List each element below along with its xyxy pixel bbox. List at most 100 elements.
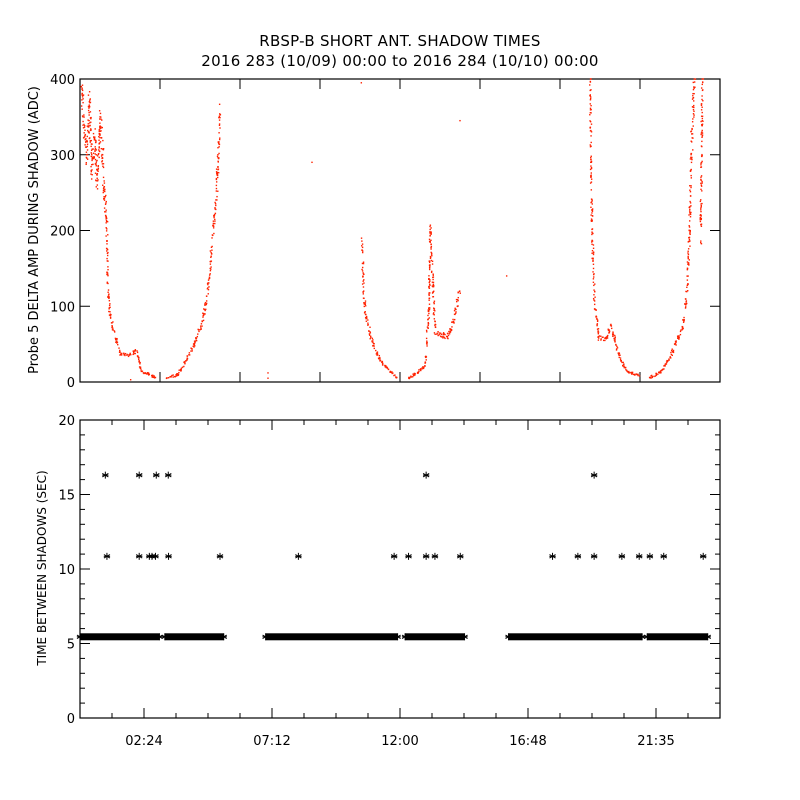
- data-point: [592, 260, 594, 263]
- data-point: [657, 371, 660, 373]
- data-point: [105, 194, 107, 197]
- data-point: [637, 373, 639, 376]
- data-point: [701, 132, 704, 134]
- data-point: [108, 314, 111, 316]
- data-point: [694, 86, 696, 88]
- data-point: [94, 146, 96, 148]
- data-point: [590, 167, 593, 170]
- data-point: [688, 238, 691, 241]
- data-point: [700, 217, 703, 220]
- asterisk-point: [456, 552, 464, 560]
- data-point: [700, 188, 702, 191]
- data-point: [177, 373, 180, 376]
- data-point: [689, 195, 692, 197]
- data-point: [597, 331, 599, 333]
- data-point: [83, 132, 85, 134]
- data-point: [132, 353, 134, 356]
- data-point: [430, 245, 433, 248]
- data-point: [700, 184, 703, 186]
- data-point: [591, 219, 593, 221]
- data-point: [395, 376, 397, 378]
- data-point: [651, 374, 653, 377]
- data-point: [591, 209, 593, 211]
- data-point: [88, 91, 91, 93]
- data-point: [699, 216, 702, 219]
- data-point: [689, 233, 691, 236]
- data-point: [691, 121, 694, 123]
- data-point: [688, 206, 691, 209]
- data-point: [594, 296, 596, 298]
- data-point: [606, 337, 609, 339]
- data-point: [105, 218, 107, 220]
- data-point: [692, 149, 694, 151]
- data-point: [362, 293, 364, 295]
- x-tick-label: 09:00: [301, 0, 338, 4]
- data-point: [701, 153, 703, 156]
- data-point: [86, 157, 88, 159]
- data-point: [180, 367, 183, 369]
- data-point: [384, 366, 387, 368]
- data-point: [197, 328, 199, 331]
- data-point: [94, 153, 96, 155]
- data-point: [362, 291, 364, 293]
- data-point: [617, 353, 620, 355]
- data-point: [700, 178, 702, 181]
- data-point: [447, 337, 449, 340]
- data-point: [115, 340, 118, 343]
- data-point: [455, 311, 457, 313]
- asterisk-point: [401, 633, 409, 641]
- data-point: [129, 379, 132, 381]
- data-point: [96, 169, 98, 171]
- data-point: [204, 313, 206, 315]
- y-tick-label: 200: [50, 225, 75, 240]
- data-point: [100, 116, 102, 118]
- data-point: [454, 308, 456, 311]
- data-point: [440, 335, 442, 338]
- data-point: [134, 352, 136, 355]
- data-point: [685, 298, 687, 300]
- data-point: [610, 325, 613, 327]
- data-point: [593, 273, 595, 275]
- data-point: [619, 359, 622, 361]
- data-point: [218, 103, 221, 106]
- data-point: [152, 374, 154, 376]
- data-point: [589, 127, 591, 129]
- data-point: [623, 366, 625, 369]
- data-point: [616, 347, 619, 349]
- data-point: [442, 337, 444, 339]
- data-point: [364, 300, 367, 302]
- data-point: [378, 354, 381, 357]
- asterisk-point: [152, 552, 159, 560]
- data-point: [677, 337, 679, 339]
- data-point: [108, 296, 110, 298]
- x-tick-label: 15:00: [461, 0, 498, 4]
- data-point: [428, 278, 430, 280]
- data-point: [688, 220, 691, 222]
- data-point: [86, 143, 89, 145]
- data-point: [360, 237, 363, 239]
- data-point: [620, 360, 622, 362]
- data-point: [459, 292, 461, 294]
- data-point: [592, 252, 595, 254]
- data-point: [666, 359, 668, 362]
- data-point: [596, 319, 599, 321]
- data-point: [428, 294, 430, 297]
- data-point: [687, 241, 690, 243]
- data-point: [89, 137, 91, 139]
- data-point: [92, 152, 95, 154]
- data-point: [108, 293, 110, 295]
- data-point: [592, 244, 595, 246]
- data-point: [217, 147, 219, 149]
- data-point: [453, 309, 456, 312]
- data-point: [192, 345, 194, 348]
- data-point: [590, 156, 592, 159]
- asterisk-point: [574, 552, 582, 560]
- data-point: [209, 269, 212, 272]
- data-point: [432, 313, 435, 315]
- data-point: [589, 109, 592, 111]
- data-point: [363, 302, 365, 304]
- data-point: [216, 199, 218, 201]
- data-point: [145, 373, 148, 375]
- data-point: [430, 233, 432, 235]
